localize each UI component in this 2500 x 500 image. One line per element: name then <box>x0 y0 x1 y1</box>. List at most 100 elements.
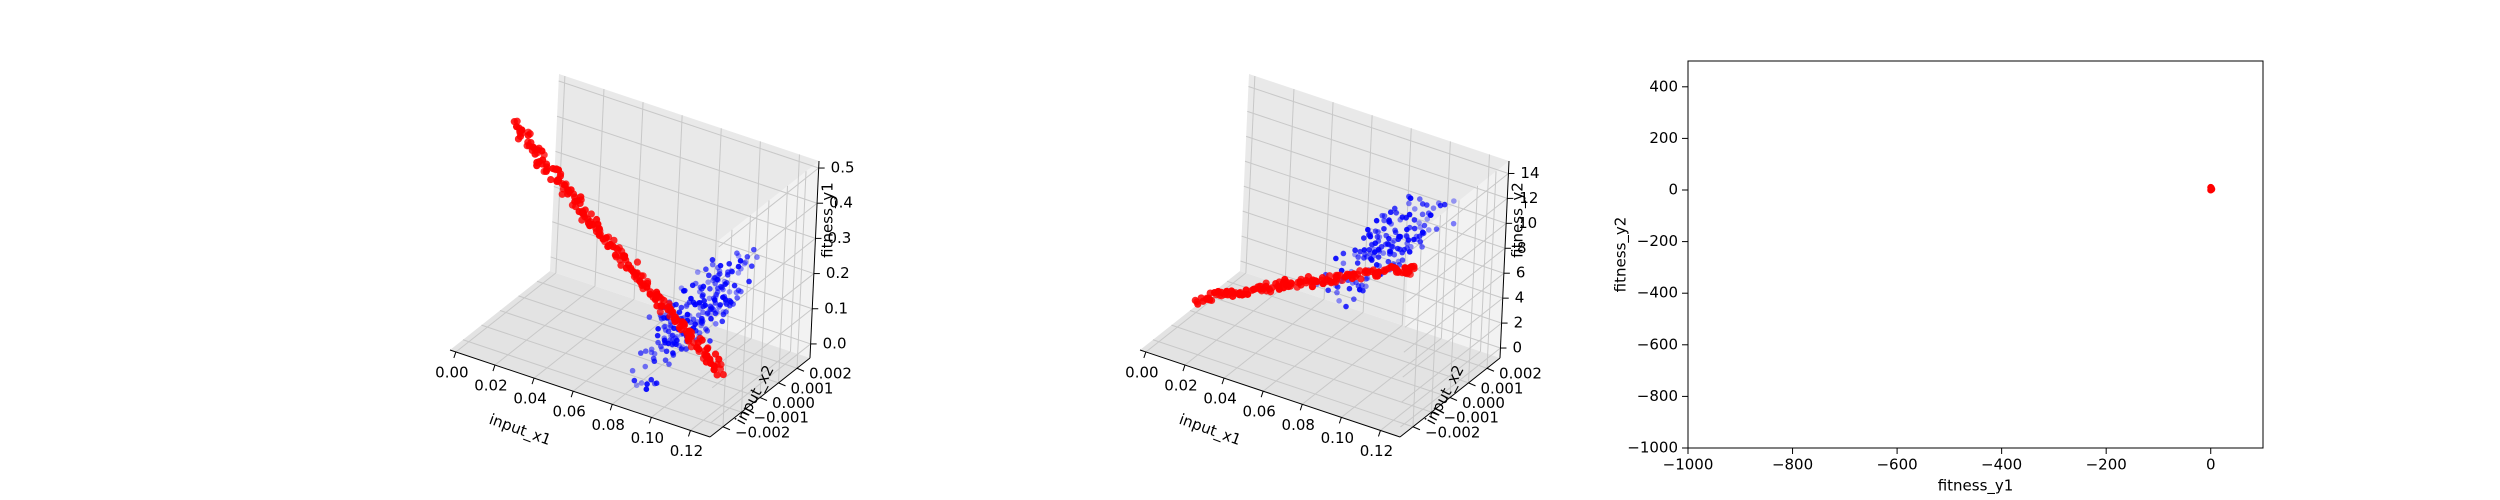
series-1 <box>2207 183 2216 194</box>
gridline <box>1226 280 1488 369</box>
data-point <box>719 318 726 325</box>
data-point <box>1405 237 1412 243</box>
z-tick-label: 0.3 <box>827 229 851 247</box>
data-point <box>514 135 523 143</box>
gridline <box>558 80 819 169</box>
y-tick <box>1468 382 1476 387</box>
gridline <box>1449 200 1460 398</box>
data-point <box>666 361 672 367</box>
data-point <box>661 337 668 344</box>
gridline <box>1245 135 1507 224</box>
x-axis-line <box>449 349 711 438</box>
data-point <box>700 309 706 316</box>
data-point <box>692 321 699 327</box>
data-point <box>703 326 709 332</box>
data-point <box>668 332 674 339</box>
x-tick-label: −800 <box>1772 456 1813 474</box>
gridline <box>1479 154 1490 352</box>
data-point <box>734 250 740 256</box>
gridline <box>1404 247 1506 328</box>
data-point <box>1378 243 1385 250</box>
data-point <box>702 302 708 309</box>
data-point <box>698 317 705 324</box>
data-point <box>1376 248 1383 254</box>
gridline <box>1240 260 1501 349</box>
data-point <box>707 286 713 292</box>
data-point <box>672 335 679 341</box>
data-point <box>1411 217 1418 223</box>
data-point <box>705 279 711 285</box>
data-point <box>725 269 731 275</box>
data-point <box>638 380 645 386</box>
gridline <box>1468 185 1479 383</box>
data-point <box>1386 248 1393 255</box>
gridline <box>462 339 724 428</box>
data-point <box>712 310 719 317</box>
data-point <box>1406 200 1412 207</box>
data-point <box>1441 201 1448 208</box>
data-point <box>712 320 719 327</box>
data-point <box>713 371 721 379</box>
data-point <box>663 348 670 355</box>
data-point <box>684 311 691 318</box>
z-tick-label: 0.4 <box>829 194 853 212</box>
data-point <box>1419 211 1426 218</box>
data-point <box>722 281 729 287</box>
data-point <box>706 272 712 279</box>
data-point <box>1387 209 1394 216</box>
x-tick-label: 0 <box>2206 456 2216 474</box>
data-point <box>1392 229 1399 236</box>
data-point <box>714 285 721 292</box>
gridline <box>1412 229 1423 427</box>
gridline <box>1323 102 1334 300</box>
gridline <box>778 185 789 383</box>
x-tick-label: 0.06 <box>1242 403 1275 421</box>
y-tick <box>1486 367 1495 372</box>
data-point <box>1404 245 1410 251</box>
x-tick-label: 0.10 <box>631 429 664 447</box>
gridline <box>1208 295 1469 384</box>
data-point <box>1334 289 1340 296</box>
data-point <box>526 130 534 138</box>
z-axis-line <box>809 160 820 359</box>
z-tick-label: 0.5 <box>831 159 855 177</box>
data-point <box>734 295 740 301</box>
data-point <box>1407 195 1414 202</box>
y-tick-label: −800 <box>1637 387 1678 405</box>
data-point <box>1419 244 1425 250</box>
data-point <box>728 268 735 274</box>
data-point <box>564 190 572 198</box>
gridline <box>759 200 770 398</box>
gridline <box>1241 235 1502 324</box>
gridline <box>713 273 815 353</box>
data-point <box>1393 209 1400 216</box>
data-point <box>707 338 713 344</box>
y-tick-label: 0.001 <box>1481 379 1524 397</box>
data-point <box>1417 238 1424 245</box>
data-point <box>720 309 726 315</box>
data-point <box>719 370 727 379</box>
data-point <box>754 254 760 260</box>
gridline <box>594 89 605 287</box>
data-point <box>651 350 658 357</box>
chart-3d-1: 0.00 0.02 0.04 0.06 0.08 0.10 0.12 −0.002−0.001… <box>435 74 855 460</box>
data-point <box>1383 232 1390 239</box>
data-point <box>605 233 613 241</box>
x-tick-label: −400 <box>1981 456 2022 474</box>
data-point <box>707 306 714 313</box>
z-tick-label: 14 <box>1520 164 1539 182</box>
data-point <box>1360 235 1367 241</box>
data-point <box>648 376 655 383</box>
data-point <box>1381 217 1387 224</box>
data-point <box>692 301 698 308</box>
data-point <box>1333 255 1339 262</box>
y-tick-label: 0 <box>1668 181 1678 199</box>
z-tick-label: 0.1 <box>824 299 848 317</box>
data-point <box>599 235 607 243</box>
data-point <box>518 129 526 137</box>
data-point <box>678 304 685 311</box>
data-point <box>1367 231 1373 237</box>
x-tick-label: 0.02 <box>1164 377 1197 395</box>
data-point <box>1403 215 1409 221</box>
